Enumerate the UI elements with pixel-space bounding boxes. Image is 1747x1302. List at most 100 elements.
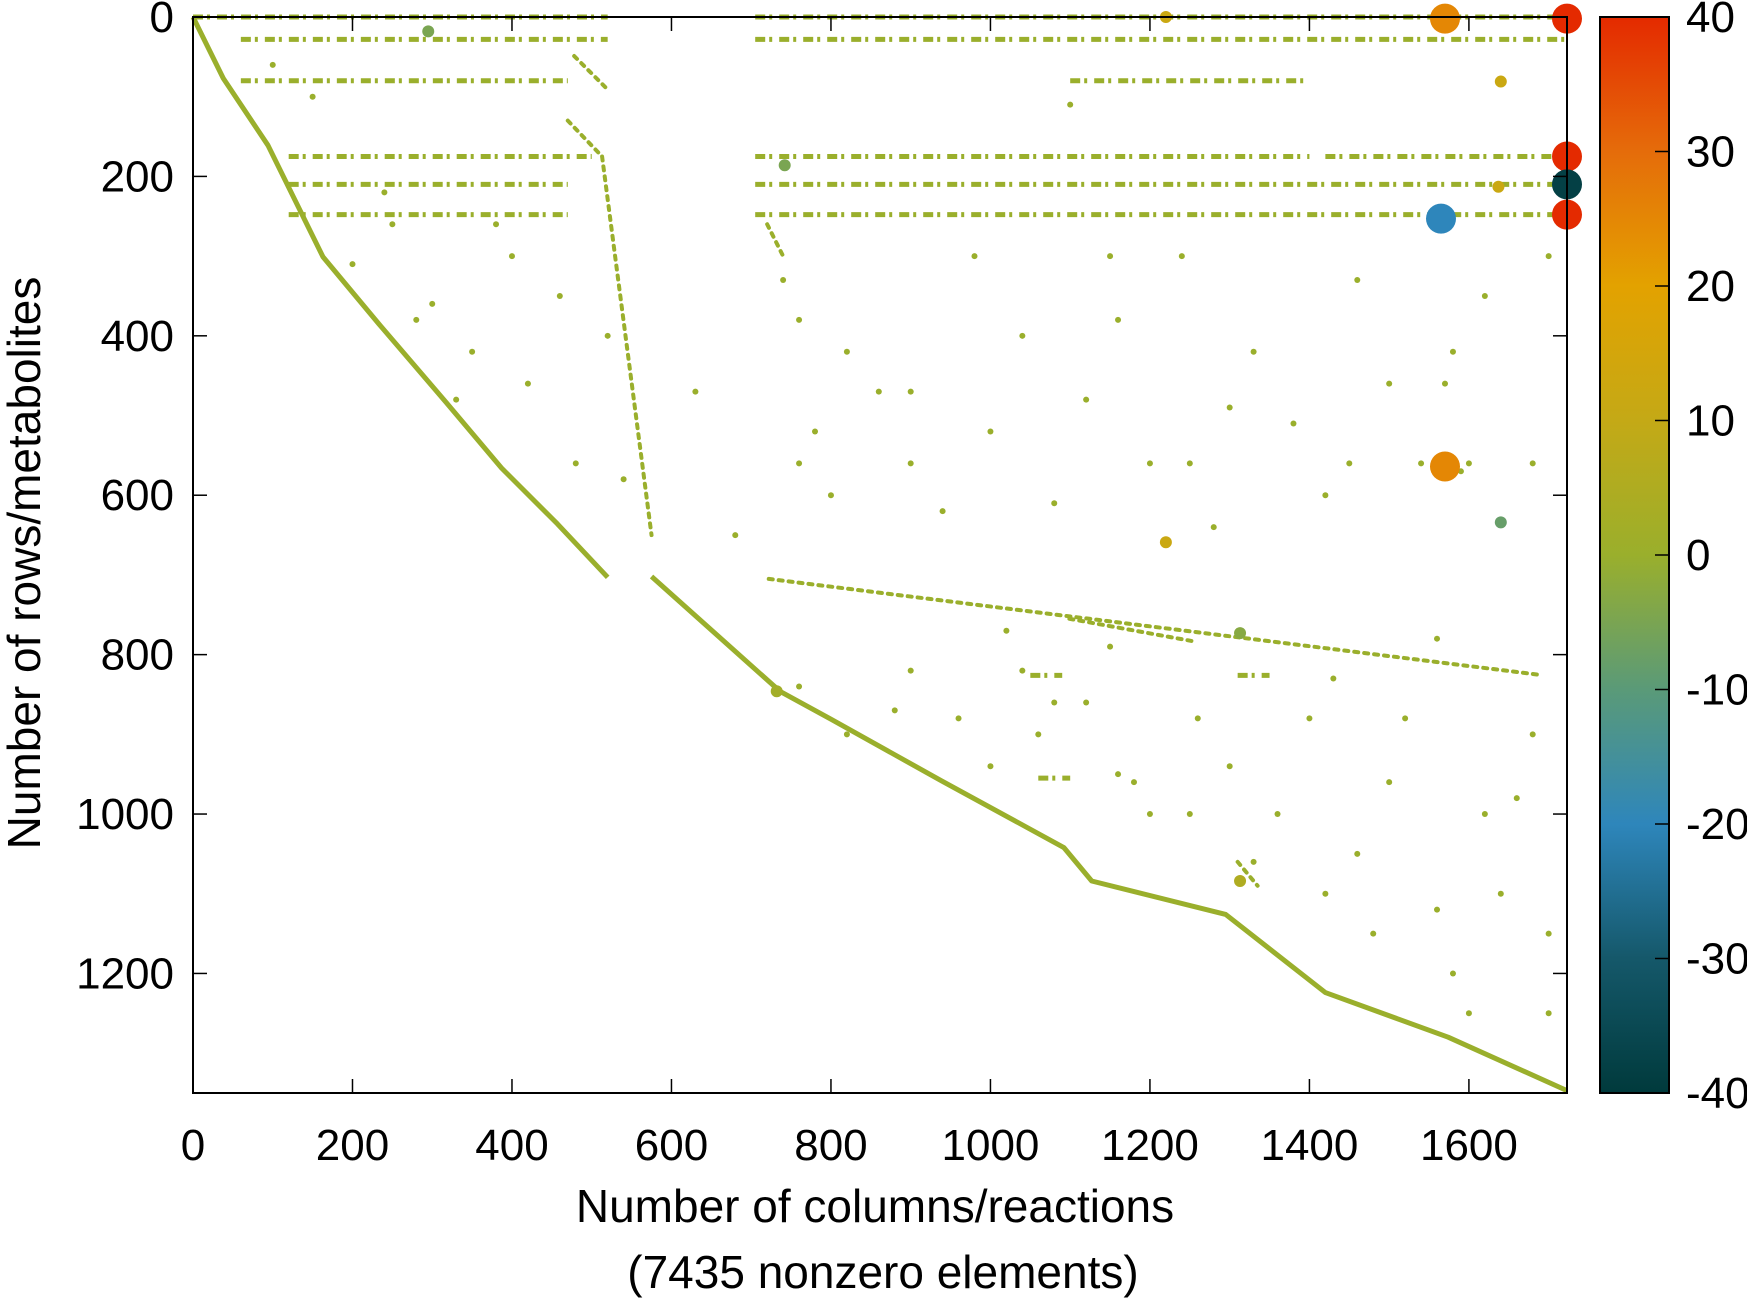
- nonzero-point: [413, 316, 420, 323]
- highlighted-point: [1494, 516, 1507, 529]
- nonzero-segment: [1235, 859, 1260, 888]
- highlighted-point: [770, 685, 783, 698]
- nonzero-point: [1274, 811, 1281, 818]
- nonzero-point: [1481, 292, 1488, 299]
- nonzero-point: [453, 396, 460, 403]
- x-tick-label: 1200: [1101, 1121, 1199, 1170]
- nonzero-point: [1250, 348, 1257, 355]
- colorbar-tick-label: 0: [1686, 531, 1710, 580]
- nonzero-point: [1146, 811, 1153, 818]
- nonzero-segment: [1067, 616, 1195, 644]
- nonzero-point: [524, 380, 531, 387]
- x-tick-label: 600: [635, 1121, 708, 1170]
- nonzero-point: [604, 332, 611, 339]
- nonzero-point: [1051, 699, 1058, 706]
- nonzero-point: [1449, 970, 1456, 977]
- nonzero-point: [1346, 460, 1353, 467]
- nonzero-point: [907, 667, 914, 674]
- nonzero-point: [1322, 492, 1329, 499]
- nonzero-point: [1035, 731, 1042, 738]
- x-axis-sublabel: (7435 nonzero elements): [627, 1246, 1138, 1298]
- y-tick-label: 1000: [76, 790, 174, 839]
- nonzero-point: [1210, 524, 1217, 531]
- nonzero-point: [1434, 906, 1441, 913]
- nonzero-point: [1529, 731, 1536, 738]
- nonzero-point: [1115, 771, 1122, 778]
- nonzero-point: [907, 388, 914, 395]
- nonzero-point: [796, 683, 803, 690]
- nonzero-point: [1115, 316, 1122, 323]
- nonzero-point: [796, 316, 803, 323]
- nonzero-point: [493, 221, 500, 228]
- nonzero-point: [1441, 380, 1448, 387]
- nonzero-point: [827, 492, 834, 499]
- highlighted-point: [1429, 451, 1460, 482]
- nonzero-point: [1386, 380, 1393, 387]
- y-axis-label: Number of rows/metabolites: [0, 277, 50, 850]
- highlighted-point: [1494, 75, 1507, 88]
- nonzero-point: [1186, 811, 1193, 818]
- nonzero-point: [1083, 396, 1090, 403]
- nonzero-point: [1418, 460, 1425, 467]
- colorbar-ticks: 40 30 20 10 0 -10 -20 -30 -40: [1655, 0, 1747, 1118]
- diagonal-left-line: [190, 15, 610, 580]
- highlighted-point: [1492, 180, 1505, 193]
- highlighted-point: [1234, 627, 1247, 640]
- nonzero-point: [1449, 348, 1456, 355]
- nonzero-point: [1402, 715, 1409, 722]
- colorbar-tick-label: -20: [1686, 800, 1747, 849]
- y-tick-label: 1200: [76, 949, 174, 998]
- nonzero-point: [812, 428, 819, 435]
- nonzero-point: [1370, 930, 1377, 937]
- nonzero-point: [1107, 643, 1114, 650]
- nonzero-point: [1529, 460, 1536, 467]
- nonzero-point: [429, 300, 436, 307]
- x-axis-label: Number of columns/reactions: [576, 1180, 1174, 1232]
- nonzero-point: [1178, 253, 1185, 260]
- nonzero-point: [971, 253, 978, 260]
- highlighted-point: [1234, 874, 1247, 887]
- x-tick-label: 400: [475, 1121, 548, 1170]
- highlighted-point: [1426, 203, 1457, 234]
- nonzero-segment: [565, 118, 605, 159]
- highlighted-point: [778, 159, 791, 172]
- nonzero-point: [381, 189, 388, 196]
- nonzero-point: [1545, 930, 1552, 937]
- nonzero-point: [891, 707, 898, 714]
- nonzero-segment: [600, 154, 654, 538]
- nonzero-point: [1051, 500, 1058, 507]
- nonzero-point: [1146, 460, 1153, 467]
- nonzero-point: [987, 428, 994, 435]
- nonzero-point: [349, 261, 356, 268]
- nonzero-point: [1250, 858, 1257, 865]
- nonzero-point: [1067, 101, 1074, 108]
- nonzero-point: [620, 476, 627, 483]
- nonzero-point: [1194, 715, 1201, 722]
- colorbar-tick-label: 30: [1686, 128, 1735, 177]
- y-tick-label: 400: [101, 312, 174, 361]
- nonzero-point: [1386, 779, 1393, 786]
- nonzero-point: [907, 460, 914, 467]
- x-tick-label: 1000: [942, 1121, 1040, 1170]
- y-tick-label: 200: [101, 152, 174, 201]
- x-tick-label: 800: [794, 1121, 867, 1170]
- colorbar-tick-label: 40: [1686, 0, 1735, 42]
- nonzero-point: [1019, 667, 1026, 674]
- nonzero-point: [1330, 675, 1337, 682]
- highlighted-point: [1159, 536, 1172, 549]
- nonzero-point: [1465, 1010, 1472, 1017]
- nonzero-point: [556, 292, 563, 299]
- nonzero-point: [1434, 635, 1441, 642]
- y-tick-label: 0: [150, 0, 174, 42]
- colorbar-tick-label: 10: [1686, 397, 1735, 446]
- nonzero-segment: [766, 576, 1540, 677]
- nonzero-point: [843, 348, 850, 355]
- nonzero-point: [1130, 779, 1137, 786]
- y-tick-label: 600: [101, 471, 174, 520]
- nonzero-point: [469, 348, 476, 355]
- diagonal-right-line: [649, 574, 1569, 1093]
- nonzero-point: [1003, 627, 1010, 634]
- nonzero-point: [955, 715, 962, 722]
- nonzero-point: [1186, 460, 1193, 467]
